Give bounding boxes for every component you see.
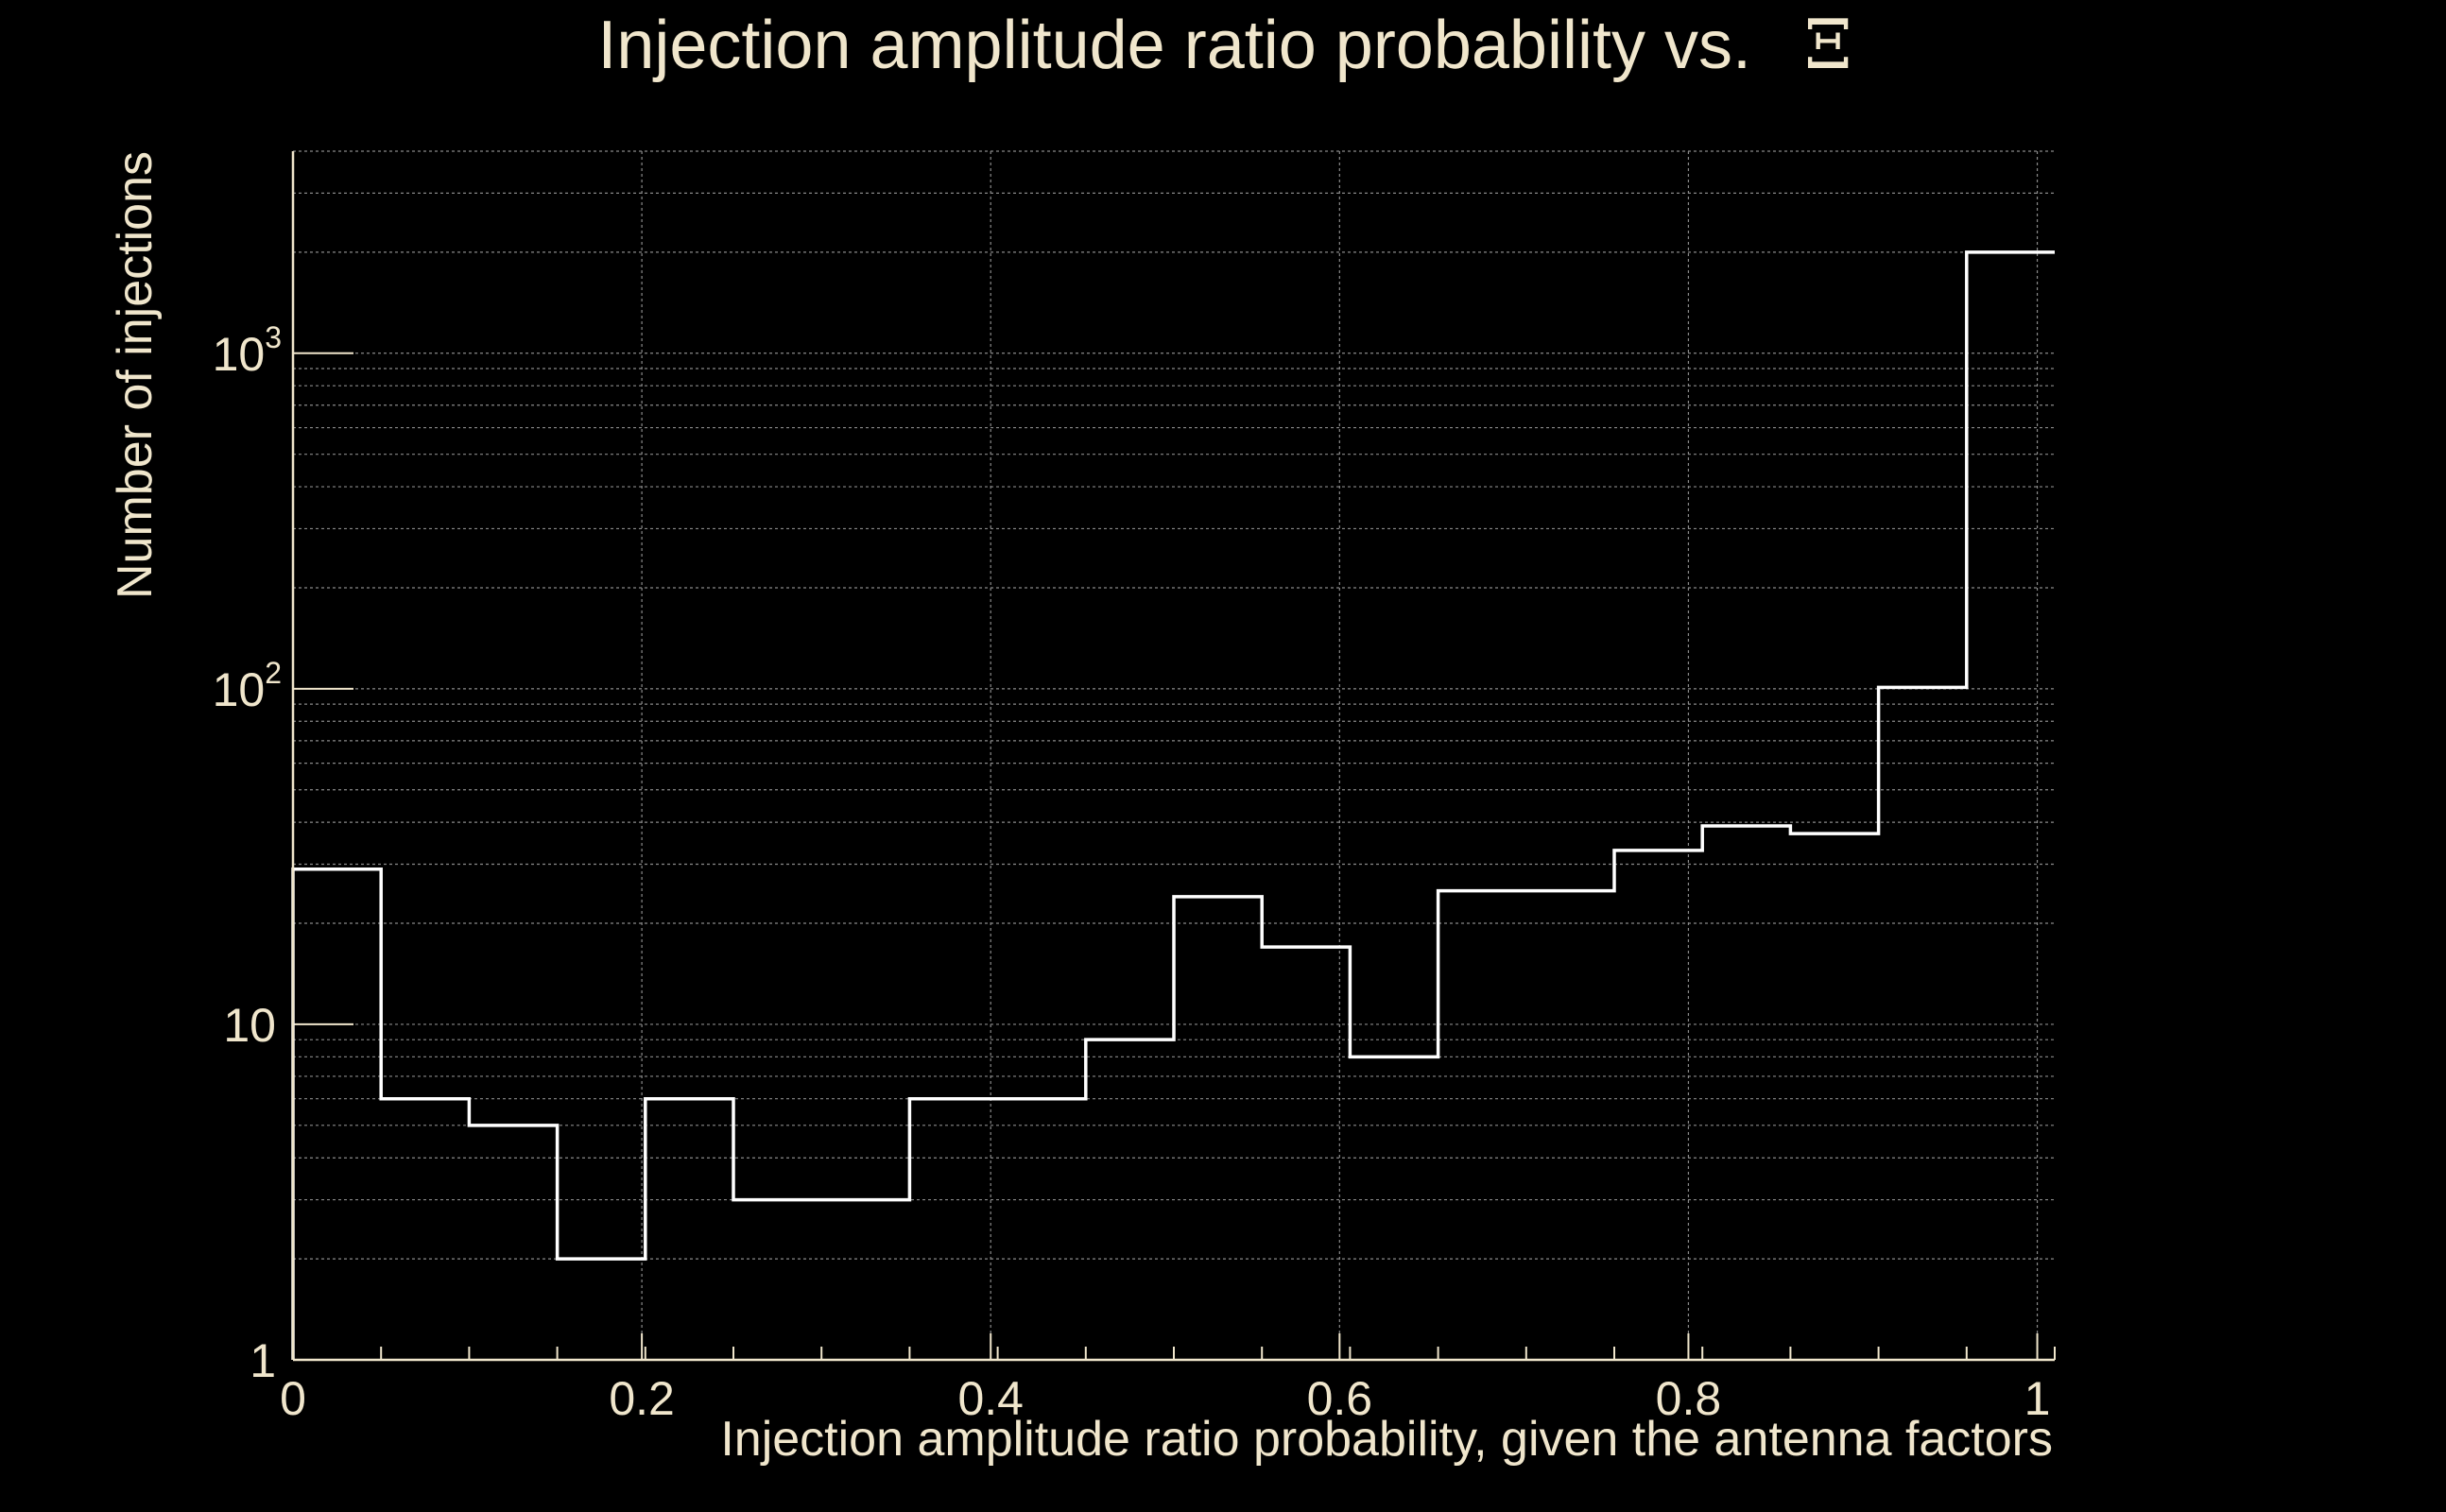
y-tick-label-base: 1 — [250, 1334, 276, 1387]
x-tick-label: 0.2 — [609, 1372, 675, 1425]
x-axis-label: Injection amplitude ratio probability, g… — [720, 1412, 2053, 1467]
grid-lines — [292, 150, 2055, 1361]
y-tick-label-exponent: 3 — [265, 320, 282, 354]
chart-title: Injection amplitude ratio probability vs… — [597, 5, 1852, 84]
x-tick-label: 0.8 — [1656, 1372, 1722, 1425]
x-tick-label: 0 — [280, 1372, 306, 1425]
x-tick-label: 0.6 — [1307, 1372, 1373, 1425]
y-tick-label: 102 — [213, 656, 282, 716]
x-tick-label: 0.4 — [957, 1372, 1024, 1425]
y-tick-label-exponent: 2 — [265, 656, 282, 690]
chart-title-text: Injection amplitude ratio probability vs… — [597, 8, 1751, 83]
y-tick-label: 10 — [223, 999, 276, 1052]
y-tick-label-base: 10 — [213, 663, 266, 716]
y-tick-label-base: 10 — [223, 999, 276, 1052]
x-tick-labels: 0 0.2 0.4 0.6 0.8 1 — [280, 1372, 2050, 1425]
histogram-series-line — [291, 250, 2055, 1360]
chart-title-symbol: Ξ — [1804, 5, 1852, 84]
axes — [291, 151, 2055, 1362]
y-axis-label: Number of injections — [108, 151, 163, 599]
y-tick-label: 103 — [213, 320, 282, 381]
y-tick-label-base: 10 — [213, 328, 266, 381]
x-tick-label: 1 — [2024, 1372, 2051, 1425]
y-tick-label: 1 — [250, 1334, 276, 1387]
